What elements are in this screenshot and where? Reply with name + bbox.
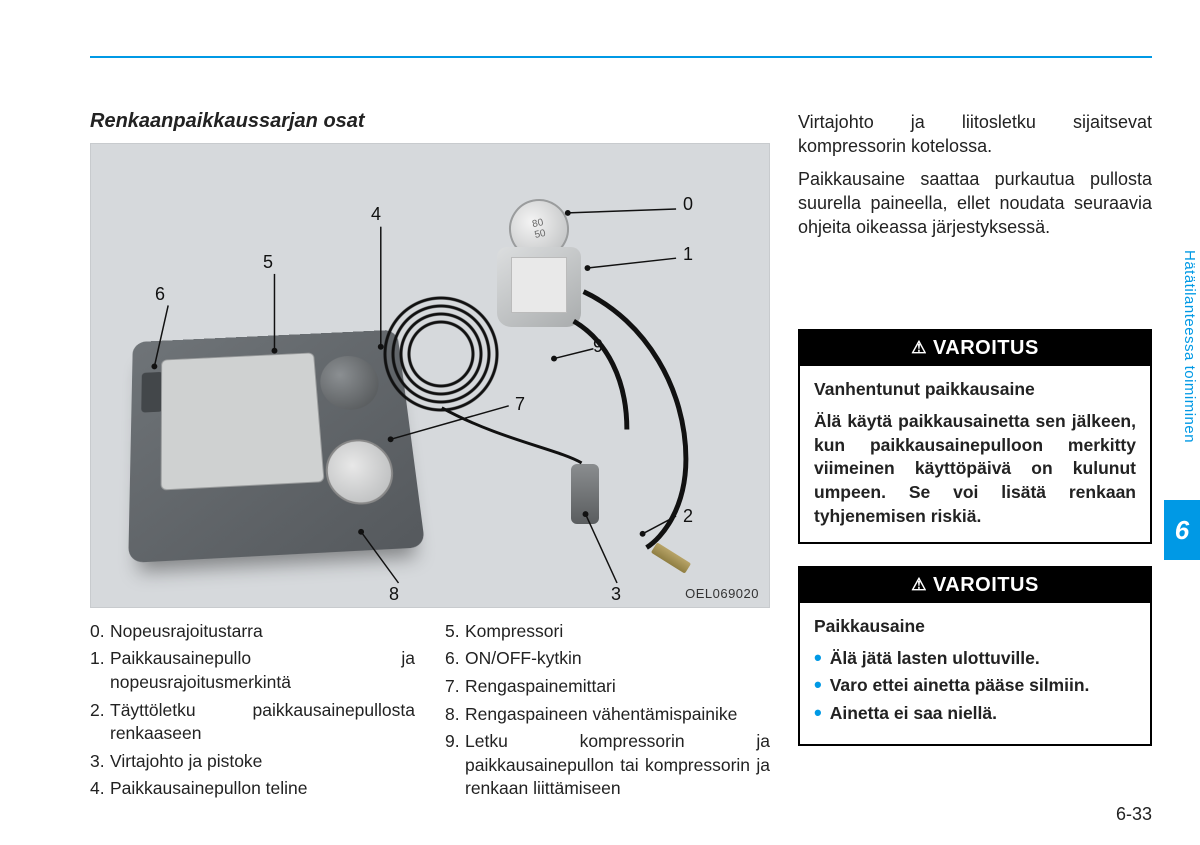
warning-body: Paikkausaine Älä jätä lasten ulottuville… — [800, 603, 1150, 744]
callout-7: 7 — [515, 394, 525, 415]
top-rule — [90, 56, 1152, 58]
bottle-label — [511, 257, 567, 313]
section-title: Renkaanpaikkaussarjan osat — [90, 110, 770, 133]
warning-heading: ⚠ VAROITUS — [800, 331, 1150, 366]
figure-code: OEL069020 — [685, 586, 759, 601]
callout-1: 1 — [683, 244, 693, 265]
warning-head-text: VAROITUS — [933, 574, 1039, 596]
legend-item: 8.Rengaspaineen vähentämispainike — [445, 703, 770, 727]
legend-item: 9.Letku kompressorin ja paikkausainepull… — [445, 730, 770, 801]
warning-icon: ⚠ — [911, 575, 927, 594]
warning-icon: ⚠ — [911, 338, 927, 357]
figure: 8050 — [90, 143, 770, 608]
callout-6: 6 — [155, 284, 165, 305]
sealant-bottle: 8050 — [491, 199, 587, 329]
callout-3: 3 — [611, 584, 621, 605]
chapter-tab: 6 — [1164, 500, 1200, 560]
compressor-body — [128, 330, 425, 563]
warning-bullet: Varo ettei ainetta pääse silmiin. — [814, 674, 1136, 698]
legend-item: 0.Nopeusrajoitustarra — [90, 620, 415, 644]
legend-col-right: 5.Kompressori 6.ON/OFF-kytkin 7.Rengaspa… — [445, 620, 770, 805]
legend-item: 4.Paikkausainepullon teline — [90, 777, 415, 801]
legend-item: 3.Virtajohto ja pistoke — [90, 750, 415, 774]
right-column: Virtajohto ja liitosletku sijaitsevat ko… — [798, 110, 1152, 805]
callout-5: 5 — [263, 252, 273, 273]
legend-item: 7.Rengaspainemittari — [445, 675, 770, 699]
legend-item: 2.Täyttöletku paikkausainepullosta renka… — [90, 699, 415, 746]
warning-subtitle: Vanhentunut paikkausaine — [814, 378, 1136, 402]
callout-4: 4 — [371, 204, 381, 225]
compressor-switch — [141, 372, 163, 413]
warning-box-2: ⚠ VAROITUS Paikkausaine Älä jätä lasten u… — [798, 566, 1152, 746]
page-content: Renkaanpaikkaussarjan osat 8050 — [90, 110, 1152, 805]
chapter-side-label: Hätätilanteessa toimiminen — [1168, 250, 1198, 490]
callout-2: 2 — [683, 506, 693, 527]
callout-9: 9 — [593, 336, 603, 357]
body-paragraph: Virtajohto ja liitosletku sijaitsevat ko… — [798, 110, 1152, 159]
hose-valve-end-2 — [651, 542, 691, 573]
warning-box-1: ⚠ VAROITUS Vanhentunut paikkausaine Älä k… — [798, 329, 1152, 544]
left-column: Renkaanpaikkaussarjan osat 8050 — [90, 110, 770, 805]
warning-bullet: Älä jätä lasten ulottuville. — [814, 647, 1136, 671]
bottle-body — [497, 247, 581, 327]
legend: 0.Nopeusrajoitustarra 1.Paikkausainepull… — [90, 620, 770, 805]
legend-item: 5.Kompressori — [445, 620, 770, 644]
callout-8: 8 — [389, 584, 399, 605]
legend-col-left: 0.Nopeusrajoitustarra 1.Paikkausainepull… — [90, 620, 415, 805]
warning-heading: ⚠ VAROITUS — [800, 568, 1150, 603]
warning-text: Älä käytä paikkausainetta sen jälkeen, k… — [814, 410, 1136, 528]
compressor-gauge — [323, 438, 396, 506]
warning-bullets: Älä jätä lasten ulottuville. Varo ettei … — [814, 647, 1136, 726]
warning-head-text: VAROITUS — [933, 337, 1039, 359]
warning-body: Vanhentunut paikkausaine Älä käytä paikk… — [800, 366, 1150, 542]
page-number: 6-33 — [1116, 804, 1152, 825]
warning-bullet: Ainetta ei saa niellä. — [814, 702, 1136, 726]
legend-item: 1.Paikkausainepullo ja nopeusrajoitusmer… — [90, 647, 415, 694]
power-cable-coil — [381, 294, 501, 414]
legend-item: 6.ON/OFF-kytkin — [445, 647, 770, 671]
warning-subtitle: Paikkausaine — [814, 615, 1136, 639]
compressor-instruction-panel — [161, 352, 325, 490]
compressor-bottle-holder — [318, 355, 381, 411]
callout-0: 0 — [683, 194, 693, 215]
power-plug — [571, 464, 599, 524]
body-paragraph: Paikkausaine saattaa purkautua pullosta … — [798, 167, 1152, 240]
